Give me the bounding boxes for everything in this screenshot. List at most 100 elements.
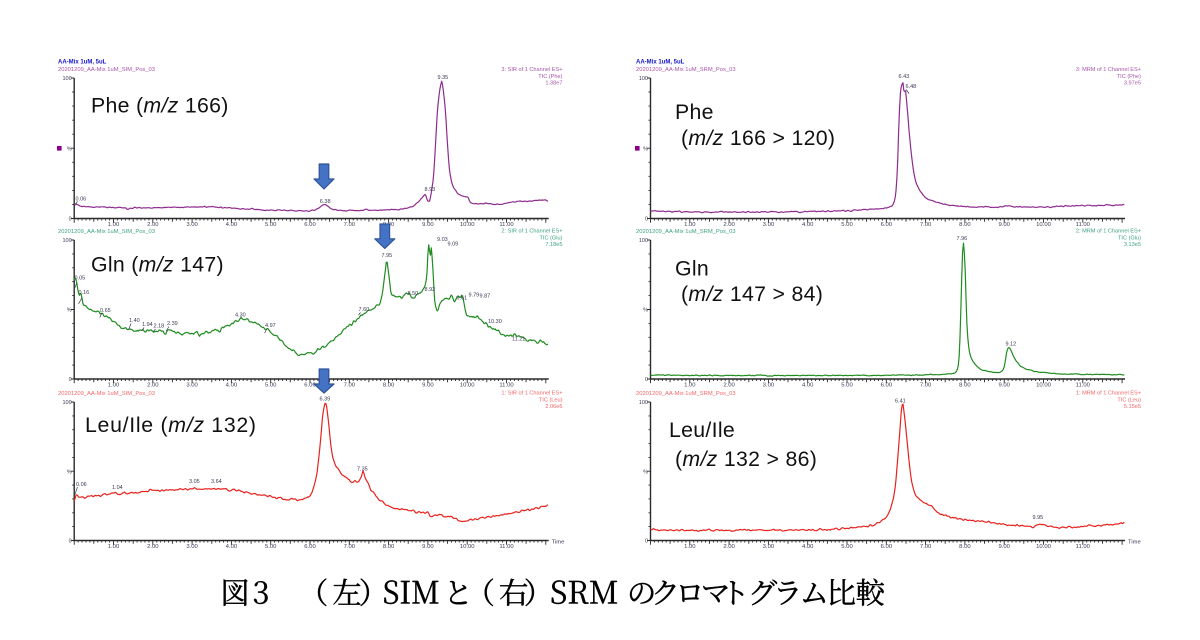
svg-text:8.00: 8.00 [959, 544, 971, 550]
svg-text:3.00: 3.00 [186, 383, 198, 389]
svg-text:100: 100 [639, 76, 648, 82]
svg-text:9.61: 9.61 [457, 296, 468, 302]
svg-text:3.05: 3.05 [189, 479, 200, 485]
svg-text:Gln (m/z 147): Gln (m/z 147) [91, 253, 224, 277]
svg-text:6.39: 6.39 [320, 397, 331, 403]
svg-text:9.03: 9.03 [437, 237, 448, 243]
svg-text:9.09: 9.09 [448, 242, 459, 248]
svg-text:7.00: 7.00 [344, 383, 356, 389]
svg-text:7.00: 7.00 [920, 383, 932, 389]
svg-text:1.00: 1.00 [108, 383, 120, 389]
svg-text:5.15e5: 5.15e5 [1124, 404, 1141, 410]
svg-text:AA-Mix 1uM, 5uL: AA-Mix 1uM, 5uL [636, 60, 685, 66]
svg-text:11.00: 11.00 [1076, 544, 1091, 550]
svg-text:2.00: 2.00 [147, 222, 159, 228]
svg-text:1.00: 1.00 [684, 383, 696, 389]
svg-text:0.16: 0.16 [79, 290, 90, 296]
svg-text:6.00: 6.00 [881, 544, 893, 550]
svg-text:7.35: 7.35 [357, 467, 368, 473]
svg-text:11.00: 11.00 [1076, 222, 1091, 228]
svg-text:2: MRM of 1 Channel ES+: 2: MRM of 1 Channel ES+ [1076, 229, 1141, 235]
svg-text:0.65: 0.65 [100, 308, 111, 314]
svg-text:9.00: 9.00 [422, 222, 434, 228]
svg-text:1.38e7: 1.38e7 [545, 81, 562, 87]
svg-text:8.00: 8.00 [959, 383, 971, 389]
svg-text:9.12: 9.12 [1006, 342, 1017, 348]
svg-text:10.00: 10.00 [1036, 544, 1051, 550]
svg-text:2.39: 2.39 [167, 321, 178, 327]
svg-text:5.00: 5.00 [265, 222, 277, 228]
svg-text:AA-Mix 1uM, 5uL: AA-Mix 1uM, 5uL [58, 60, 107, 66]
svg-text:6.43: 6.43 [899, 74, 910, 80]
svg-text:10.00: 10.00 [460, 222, 475, 228]
svg-text:0: 0 [69, 377, 72, 383]
svg-text:3.13e5: 3.13e5 [1124, 242, 1141, 248]
svg-text:6.00: 6.00 [304, 383, 316, 389]
svg-text:9.00: 9.00 [422, 383, 434, 389]
svg-text:8.00: 8.00 [959, 222, 971, 228]
svg-text:6.41: 6.41 [895, 399, 906, 405]
svg-text:7.00: 7.00 [344, 222, 356, 228]
svg-text:5.00: 5.00 [265, 383, 277, 389]
svg-text:11.21: 11.21 [512, 337, 525, 343]
svg-text:11.00: 11.00 [1076, 383, 1091, 389]
svg-text:1.00: 1.00 [108, 222, 120, 228]
svg-text:(m/z 132 > 86): (m/z 132 > 86) [675, 447, 817, 471]
svg-text:6.00: 6.00 [881, 222, 893, 228]
svg-text:9.79: 9.79 [469, 293, 480, 299]
svg-text:7.00: 7.00 [920, 544, 932, 550]
svg-text:8.00: 8.00 [383, 544, 395, 550]
svg-text:8.93: 8.93 [425, 187, 436, 193]
svg-text:0: 0 [645, 539, 648, 545]
svg-text:7.96: 7.96 [957, 236, 968, 242]
svg-text:1.00: 1.00 [684, 222, 696, 228]
svg-text:4.00: 4.00 [802, 383, 814, 389]
svg-text:10.30: 10.30 [488, 319, 502, 325]
svg-text:9.00: 9.00 [998, 544, 1010, 550]
svg-text:Leu/Ile: Leu/Ile [669, 418, 735, 442]
svg-text:100: 100 [63, 400, 72, 406]
svg-text:9.00: 9.00 [422, 544, 434, 550]
svg-text:3.00: 3.00 [186, 544, 198, 550]
svg-text:0: 0 [645, 217, 648, 223]
svg-text:0: 0 [69, 539, 72, 545]
svg-text:20201209_AA-Mix 1uM_SRM_Pos_03: 20201209_AA-Mix 1uM_SRM_Pos_03 [636, 67, 736, 73]
svg-text:20201209_AA-Mix 1uM_SIM_Pos_03: 20201209_AA-Mix 1uM_SIM_Pos_03 [58, 229, 155, 235]
svg-text:Gln: Gln [675, 256, 709, 280]
svg-text:5.00: 5.00 [265, 544, 277, 550]
svg-text:0.06: 0.06 [76, 482, 87, 488]
svg-text:1.40: 1.40 [129, 318, 140, 324]
svg-text:Time: Time [1128, 540, 1141, 546]
svg-text:TIC (Glu): TIC (Glu) [1118, 236, 1141, 242]
svg-text:TIC (Phe): TIC (Phe) [538, 74, 562, 80]
svg-text:4.97: 4.97 [265, 323, 276, 329]
svg-text:2.00: 2.00 [723, 383, 735, 389]
svg-text:3.00: 3.00 [186, 222, 198, 228]
svg-text:6.38: 6.38 [320, 199, 331, 205]
svg-text:2.00: 2.00 [723, 544, 735, 550]
svg-text:7.00: 7.00 [344, 544, 356, 550]
svg-text:3.00: 3.00 [763, 222, 775, 228]
svg-text:3.97e5: 3.97e5 [1124, 81, 1141, 87]
svg-text:3: MRM of 1 Channel ES+: 3: MRM of 1 Channel ES+ [1076, 67, 1141, 73]
svg-text:100: 100 [639, 400, 648, 406]
svg-text:4.00: 4.00 [226, 222, 238, 228]
svg-text:6.00: 6.00 [304, 544, 316, 550]
svg-text:1.94: 1.94 [142, 322, 153, 328]
svg-text:7.95: 7.95 [382, 253, 393, 259]
svg-text:2.18: 2.18 [154, 324, 165, 330]
svg-text:5.00: 5.00 [841, 222, 853, 228]
svg-text:TIC (Leu): TIC (Leu) [539, 398, 563, 404]
svg-text:4.00: 4.00 [802, 222, 814, 228]
svg-text:2: SIR of 1 Channel ES+: 2: SIR of 1 Channel ES+ [501, 229, 562, 235]
svg-text:6.00: 6.00 [304, 222, 316, 228]
svg-text:20201209_AA-Mix 1uM_SRM_Pos_03: 20201209_AA-Mix 1uM_SRM_Pos_03 [636, 229, 736, 235]
svg-text:10.00: 10.00 [1036, 383, 1051, 389]
svg-text:(m/z 147 > 84): (m/z 147 > 84) [681, 282, 823, 306]
svg-text:6.48: 6.48 [906, 84, 917, 90]
svg-text:(m/z 166 > 120): (m/z 166 > 120) [681, 126, 835, 150]
svg-text:TIC (Leu): TIC (Leu) [1117, 398, 1141, 404]
svg-text:5.00: 5.00 [841, 383, 853, 389]
svg-text:%: % [67, 308, 72, 314]
svg-text:Time: Time [552, 540, 565, 546]
